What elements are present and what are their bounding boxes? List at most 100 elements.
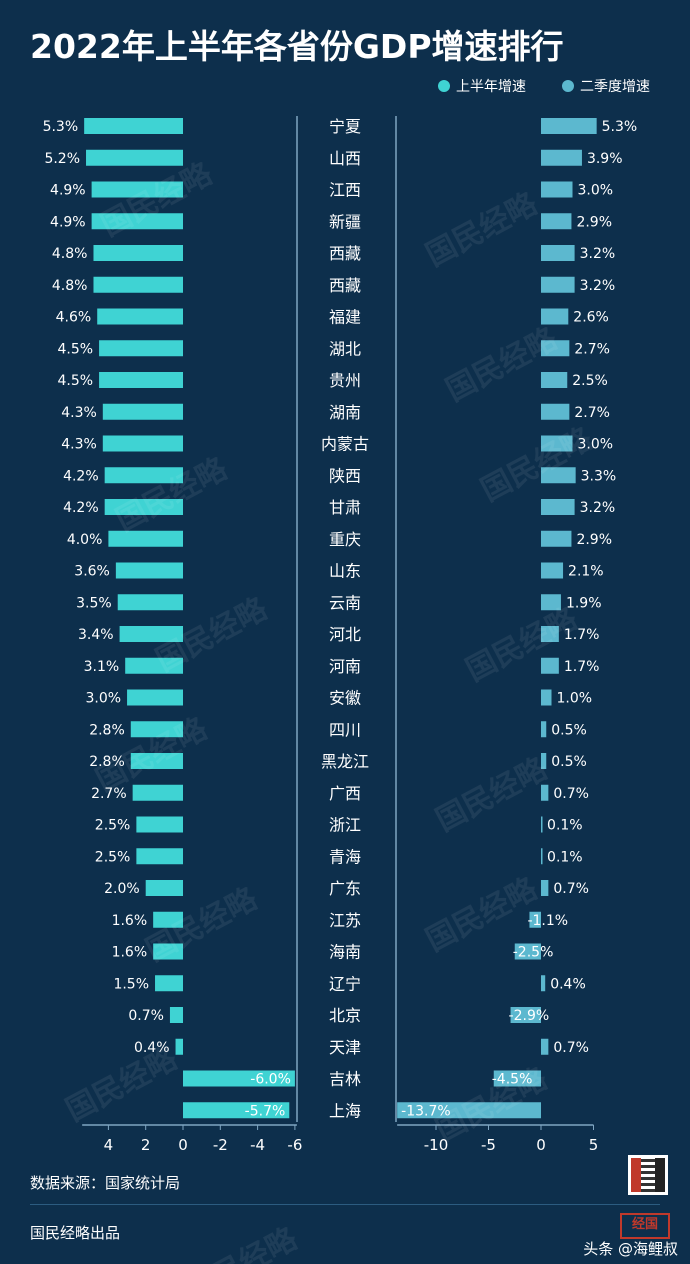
h1-bar [153, 943, 183, 960]
h1-bar [145, 880, 183, 896]
h1-x-tick-label: -2 [213, 1136, 228, 1154]
q2-bar [541, 689, 552, 706]
province-label: 安徽 [329, 689, 361, 708]
q2-bar [541, 1038, 549, 1055]
q2-bar [541, 403, 570, 420]
q2-bar [541, 816, 543, 833]
h1-bar [93, 276, 183, 293]
h1-value-label: 2.0% [104, 881, 140, 897]
q2-value-label: 0.5% [551, 722, 587, 738]
footer-divider [30, 1204, 660, 1205]
q2-bar [541, 721, 547, 738]
province-label: 贵州 [329, 371, 361, 390]
q2-value-label: -2.9% [509, 1008, 550, 1024]
q2-value-label: 2.9% [576, 214, 612, 230]
q2-value-label: 3.2% [580, 246, 616, 262]
h1-x-tick-label: 4 [104, 1136, 114, 1154]
q2-value-label: 0.4% [550, 976, 586, 992]
province-label: 内蒙古 [321, 435, 369, 454]
h1-value-label: 4.6% [56, 310, 92, 326]
q2-bar [514, 943, 541, 960]
h1-value-label: 2.8% [89, 722, 125, 738]
province-label: 新疆 [329, 212, 361, 231]
q2-bar [541, 975, 546, 992]
q2-value-label: 2.7% [574, 341, 610, 357]
h1-value-label: 2.5% [95, 818, 131, 834]
q2-bar [541, 213, 572, 230]
q2-bar [529, 911, 541, 928]
h1-bar [132, 784, 183, 801]
q2-value-label: 1.7% [564, 659, 600, 675]
h1-value-label: 0.4% [134, 1040, 170, 1056]
h1-bar [99, 340, 183, 357]
chart-title: 2022年上半年各省份GDP增速排行 [30, 27, 564, 66]
province-label: 福建 [329, 308, 361, 327]
q2-value-label: 3.2% [580, 278, 616, 294]
h1-bar [93, 245, 183, 261]
q2-value-label: 0.5% [551, 754, 587, 770]
province-label: 山东 [329, 562, 361, 581]
q2-value-label: 3.0% [578, 183, 614, 199]
province-label: 天津 [329, 1038, 361, 1057]
q2-x-tick-label: -5 [481, 1136, 496, 1154]
q2-value-label: 2.5% [572, 373, 608, 389]
q2-x-tick-label: -10 [424, 1136, 449, 1154]
province-label: 湖南 [329, 403, 361, 422]
h1-bar [119, 626, 183, 642]
q2-value-label: 1.0% [557, 691, 593, 707]
q2-bar [541, 308, 569, 325]
h1-bar [183, 1102, 290, 1119]
h1-value-label: 4.2% [63, 468, 99, 484]
q2-value-label: 3.2% [580, 500, 616, 516]
q2-value-label: 0.7% [553, 786, 589, 802]
h1-bar [183, 1070, 295, 1087]
province-label: 河北 [329, 625, 361, 644]
q2-bar [493, 1070, 541, 1087]
q2-value-label: 0.7% [553, 1040, 589, 1056]
h1-value-label: 3.0% [85, 691, 121, 707]
q2-bar [541, 848, 543, 865]
q2-value-label: -1.1% [527, 913, 568, 929]
h1-value-label: 1.5% [113, 976, 149, 992]
province-label: 广东 [329, 879, 361, 898]
h1-bar [115, 562, 183, 579]
province-label: 辽宁 [329, 974, 361, 993]
h1-bar [86, 149, 183, 166]
q2-bar [541, 657, 559, 674]
h1-bar [104, 499, 183, 515]
legend-label-h1: 上半年增速 [456, 79, 526, 95]
q2-value-label: 2.6% [573, 310, 609, 326]
h1-value-label: 3.1% [84, 659, 120, 675]
legend-dot-h1 [438, 80, 450, 92]
province-label: 西藏 [329, 244, 361, 263]
q2-bar [510, 1007, 541, 1023]
q2-value-label: -4.5% [492, 1072, 533, 1088]
h1-value-label: 0.7% [128, 1008, 164, 1024]
province-label: 广西 [329, 784, 361, 803]
h1-bar [153, 911, 183, 928]
province-label: 河南 [329, 657, 361, 676]
province-label: 湖北 [329, 339, 361, 358]
h1-value-label: 4.9% [50, 183, 86, 199]
h1-bar [108, 530, 183, 547]
h1-bar [169, 1007, 183, 1023]
q2-bar [541, 467, 576, 484]
legend-dot-q2 [562, 80, 574, 92]
data-source: 数据来源：国家统计局 [30, 1174, 181, 1192]
province-label: 江西 [329, 181, 361, 200]
q2-bar [541, 276, 575, 293]
h1-value-label: 4.8% [52, 246, 88, 262]
legend-item-q2: 二季度增速 [562, 76, 650, 96]
h1-value-label: 3.5% [76, 595, 112, 611]
q2-bar [541, 118, 597, 134]
province-label: 上海 [329, 1101, 361, 1120]
h1-bar [136, 816, 183, 833]
logo-stamp-icon: 经国 [620, 1213, 670, 1239]
q2-bar [541, 245, 575, 261]
q2-bar [541, 594, 561, 611]
h1-bar [99, 372, 183, 388]
h1-bar [91, 213, 183, 230]
q2-bar [541, 181, 573, 198]
h1-bar [97, 308, 183, 325]
